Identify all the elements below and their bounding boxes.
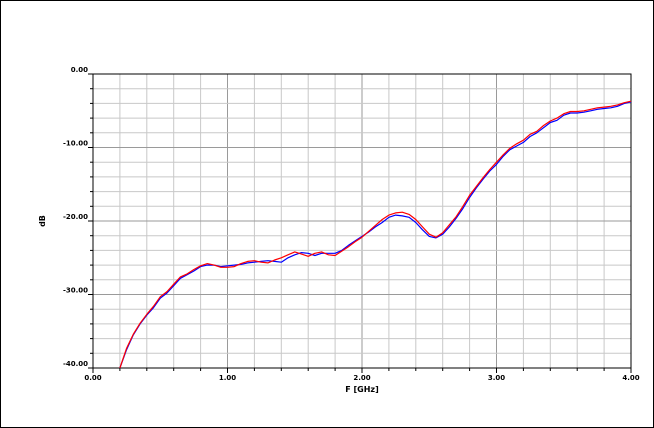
y-tick-label: -30.00 (63, 287, 88, 295)
y-tick-label: -10.00 (63, 140, 88, 148)
y-axis-title: dB (38, 215, 47, 227)
y-tick-labels: 0.00 -10.00 -20.00 -30.00 -40.00 (63, 66, 88, 368)
y-tick-label: -40.00 (63, 360, 88, 368)
minor-ticks (88, 73, 632, 373)
series-group (119, 100, 632, 369)
x-tick-label: 4.00 (622, 374, 639, 382)
plot-grid (92, 73, 632, 369)
y-tick-label: 0.00 (71, 66, 88, 74)
x-tick-label: 1.00 (219, 374, 236, 382)
x-tick-label: 2.00 (353, 374, 370, 382)
x-tick-labels: 0.00 1.00 2.00 3.00 4.00 (84, 374, 639, 382)
plot-area-border (92, 73, 632, 369)
x-tick-label: 0.00 (84, 374, 101, 382)
series-line-1 (119, 101, 632, 369)
x-axis-title: F [GHz] (345, 385, 378, 394)
y-tick-label: -20.00 (63, 213, 88, 221)
x-tick-label: 3.00 (488, 374, 505, 382)
series-line-2 (119, 100, 632, 369)
